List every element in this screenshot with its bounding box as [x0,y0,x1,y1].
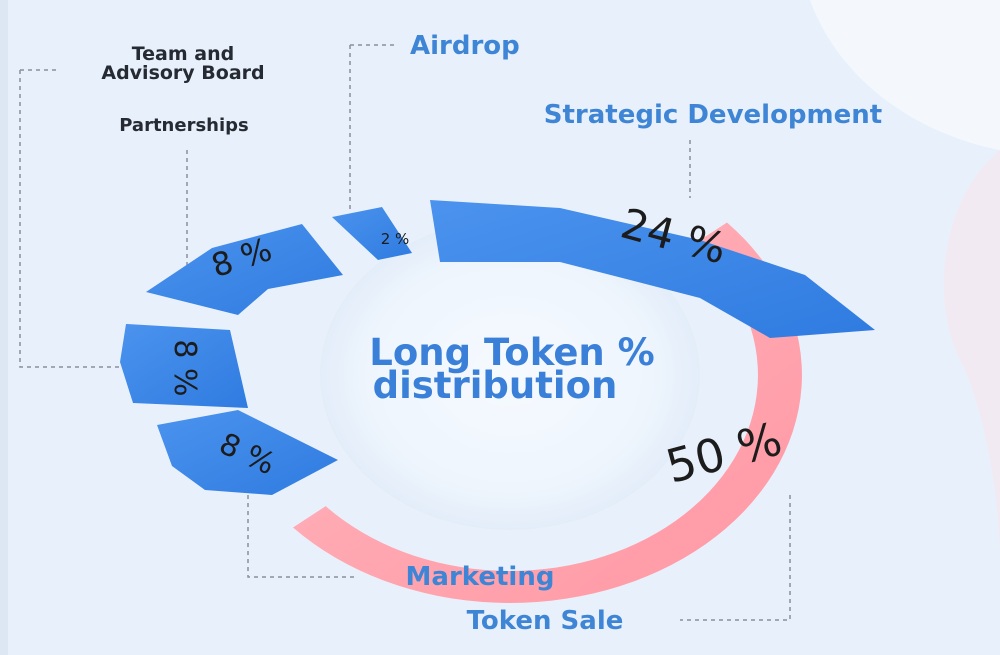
pink-wave-decoration [943,150,1000,560]
segment-marketing [157,410,338,495]
category-label-airdrop: Airdrop [410,31,520,61]
category-label-strategic: Strategic Development [544,100,882,130]
leader-token-sale [680,495,791,621]
leader-marketing [247,495,355,578]
leader-team [19,70,122,368]
left-edge-strip [0,0,8,655]
segment-strategic [430,200,875,338]
corner-arc-decoration [810,0,1000,150]
category-label-team-line1: Team and [132,43,235,65]
chart-title-line2: distribution [373,364,618,407]
segment-team [120,324,248,408]
category-label-token-sale: Token Sale [467,606,624,636]
value-label-team: 8 % [167,339,202,396]
category-label-team-line2: Advisory Board [101,62,264,84]
value-label-airdrop: 2 % [381,230,410,248]
leader-lines [19,44,791,621]
center-glow [320,220,700,530]
chart-title-line1: Long Token % [369,331,654,374]
category-label-partnerships: Partnerships [119,115,249,136]
segment-airdrop [332,207,412,260]
category-label-marketing: Marketing [406,562,555,592]
segment-partnerships [146,224,343,315]
donut-segments [120,200,875,603]
